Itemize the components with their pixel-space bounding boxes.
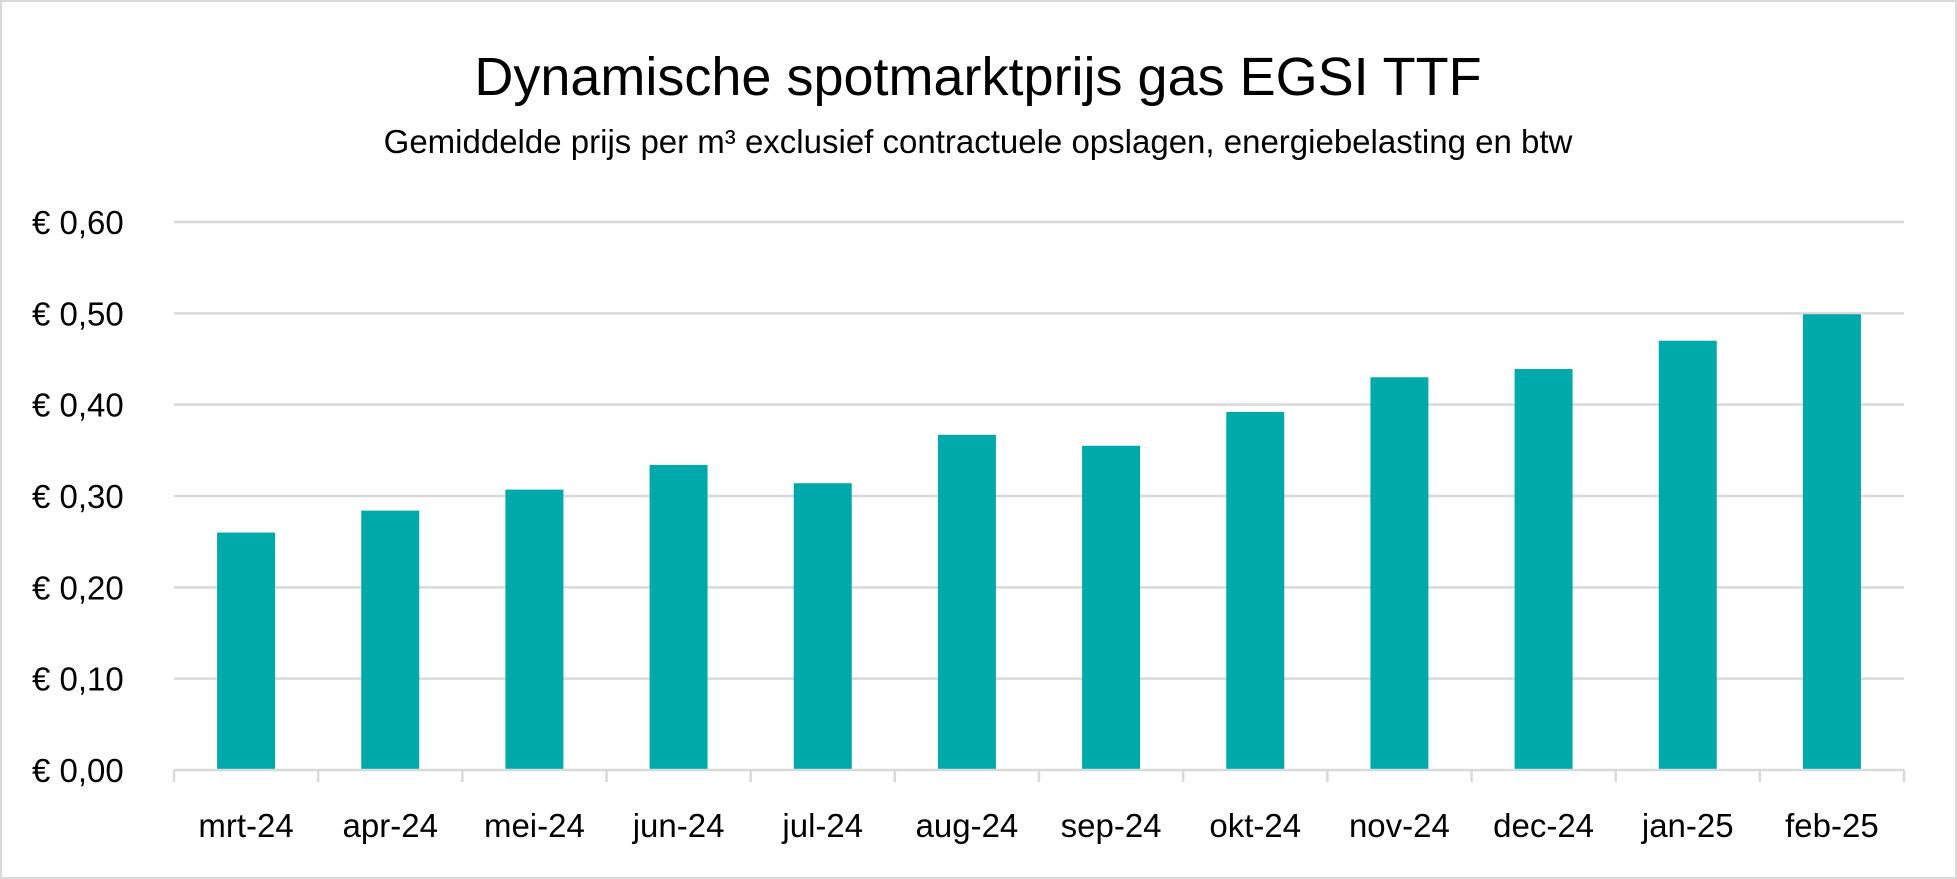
y-tick-label: € 0,20 [32, 569, 124, 606]
x-axis-ticks: mrt-24 apr-24 mei-24 jun-24 jul-24 aug-24 sep-… [198, 807, 1878, 844]
gridlines [174, 220, 1904, 680]
x-axis [172, 768, 1906, 782]
x-tick-label: dec-24 [1493, 807, 1594, 844]
x-tick-label: jul-24 [781, 807, 863, 844]
x-tick-label: sep-24 [1061, 807, 1162, 844]
bar-jan-25 [1658, 340, 1717, 770]
chart-subtitle: Gemiddelde prijs per m³ exclusief contra… [384, 123, 1573, 160]
x-tick-label: nov-24 [1349, 807, 1450, 844]
bar-nov-24 [1370, 377, 1429, 770]
chart-title: Dynamische spotmarktprijs gas EGSI TTF [474, 47, 1481, 107]
bar-apr-24 [361, 510, 420, 770]
x-tick-label: mei-24 [484, 807, 585, 844]
bar-okt-24 [1226, 411, 1285, 770]
x-tick-label: apr-24 [343, 807, 438, 844]
y-tick-label: € 0,40 [32, 387, 124, 424]
bar-dec-24 [1514, 369, 1573, 770]
y-tick-label: € 0,30 [32, 478, 124, 515]
bar-jun-24 [649, 464, 708, 770]
x-tick-label: jun-24 [632, 807, 725, 844]
y-axis-ticks: € 0,00 € 0,10 € 0,20 € 0,30 € 0,40 € 0,50 € 0,… [32, 204, 124, 789]
x-tick-label: okt-24 [1209, 807, 1301, 844]
y-tick-label: € 0,00 [32, 752, 124, 789]
x-tick-label: aug-24 [916, 807, 1019, 844]
x-tick-label: jan-25 [1641, 807, 1734, 844]
y-tick-label: € 0,50 [32, 295, 124, 332]
y-tick-label: € 0,10 [32, 661, 124, 698]
bar-mrt-24 [217, 532, 276, 770]
bar-feb-25 [1802, 314, 1861, 770]
bar-jul-24 [793, 483, 852, 770]
y-tick-label: € 0,60 [32, 204, 124, 241]
x-tick-label: feb-25 [1785, 807, 1879, 844]
bar-aug-24 [937, 434, 996, 770]
bar-sep-24 [1082, 445, 1141, 770]
bar-mei-24 [505, 489, 564, 770]
bars [217, 314, 1861, 770]
x-tick-label: mrt-24 [198, 807, 293, 844]
